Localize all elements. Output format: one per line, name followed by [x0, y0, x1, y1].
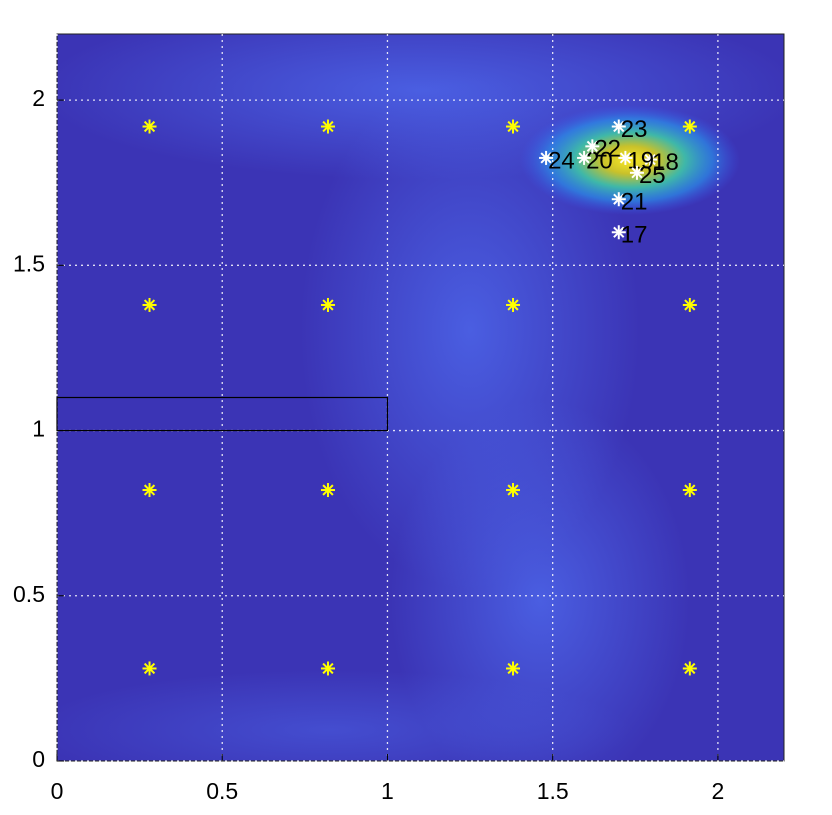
star-marker: [320, 661, 335, 676]
star-marker: [142, 483, 157, 498]
star-marker: [682, 297, 697, 312]
star-marker: [320, 119, 335, 134]
star-marker: [643, 152, 658, 167]
star-marker: [506, 297, 521, 312]
star-marker: [506, 661, 521, 676]
x-tick-label: 2: [712, 778, 725, 804]
point-label: 24: [548, 147, 575, 174]
point-label: 18: [652, 149, 679, 176]
point-label: 20: [586, 147, 613, 174]
star-marker: [585, 139, 600, 154]
star-marker: [320, 297, 335, 312]
x-tick-label: 1: [381, 778, 394, 804]
star-marker: [142, 297, 157, 312]
star-marker: [682, 661, 697, 676]
y-tick-label: 0: [32, 746, 45, 772]
contour-background: [57, 34, 784, 761]
star-marker: [682, 483, 697, 498]
point-label: 21: [621, 189, 648, 216]
x-tick-label: 0.5: [206, 778, 238, 804]
x-tick-label: 0: [51, 778, 64, 804]
star-marker: [142, 119, 157, 134]
star-marker: [506, 483, 521, 498]
star-marker: [320, 483, 335, 498]
obstacle: [56, 396, 389, 432]
y-tick-label: 2: [32, 85, 45, 111]
point-label: 23: [621, 116, 648, 143]
point-label: 17: [621, 222, 648, 249]
star-marker: [629, 165, 644, 180]
star-marker: [611, 119, 626, 134]
star-marker: [142, 661, 157, 676]
point-label: 25: [639, 162, 666, 189]
point-label: 22: [594, 136, 621, 163]
y-tick-label: 0.5: [13, 581, 45, 607]
star-marker: [611, 225, 626, 240]
x-tick-label: 1.5: [537, 778, 569, 804]
star-marker: [506, 119, 521, 134]
star-marker: [682, 119, 697, 134]
y-tick-label: 1.5: [13, 250, 45, 276]
star-marker: [577, 150, 592, 165]
star-marker: [539, 150, 554, 165]
y-tick-label: 1: [32, 416, 45, 442]
star-marker: [618, 150, 633, 165]
star-marker: [611, 192, 626, 207]
